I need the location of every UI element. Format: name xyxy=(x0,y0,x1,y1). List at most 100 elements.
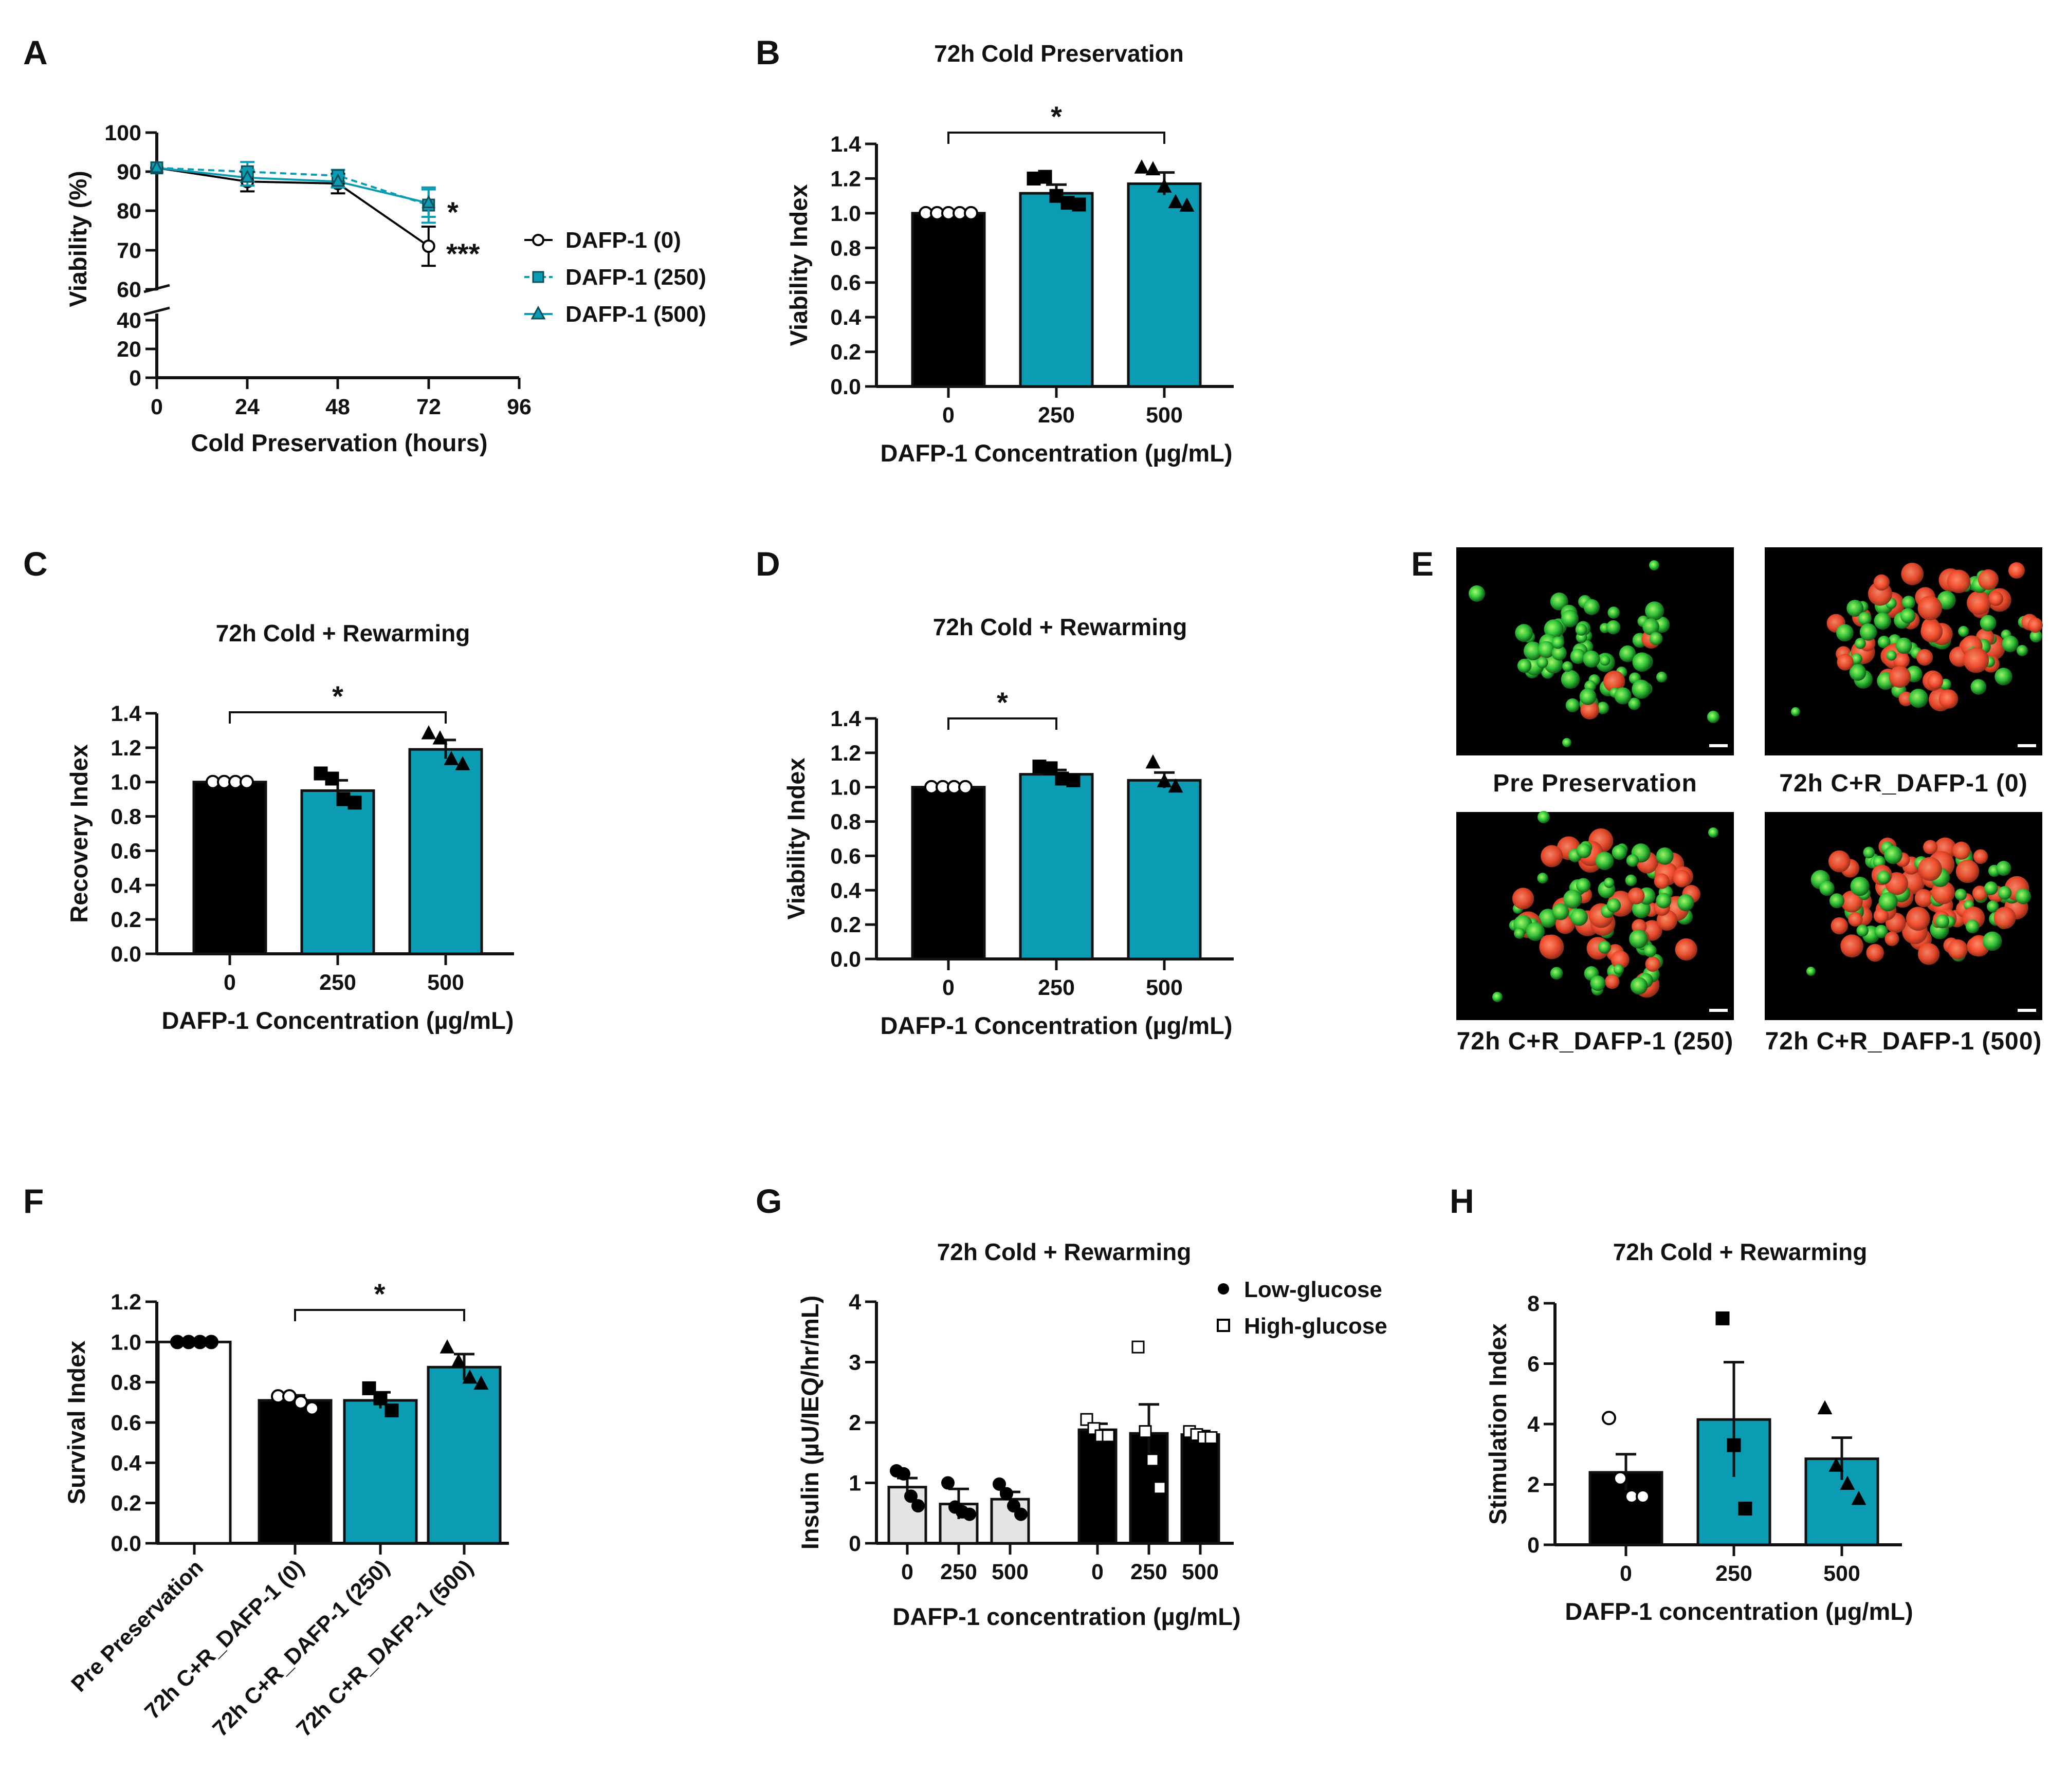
y-tick-label: 0.0 xyxy=(111,942,141,967)
y-tick-label: 0.4 xyxy=(830,878,861,903)
cell xyxy=(1884,931,1899,946)
cell xyxy=(1514,928,1525,939)
y-axis-label: Viability Index xyxy=(785,184,812,346)
cell xyxy=(1846,600,1864,617)
y-tick-label: 1.0 xyxy=(830,201,861,226)
significance-bracket xyxy=(229,711,447,724)
data-point xyxy=(385,1403,399,1417)
bar-1 xyxy=(1019,773,1094,960)
y-tick-label: 1.2 xyxy=(111,1290,141,1315)
cell xyxy=(2016,644,2028,656)
cell xyxy=(1917,943,1940,965)
data-point xyxy=(432,730,448,745)
x-axis-label: DAFP-1 Concentration (µg/mL) xyxy=(880,439,1232,467)
x-axis-label: DAFP-1 concentration (µg/mL) xyxy=(892,1603,1240,1630)
a-sig-star-3: *** xyxy=(446,237,480,270)
cell xyxy=(1873,908,1889,923)
chart-title: 72h Cold + Rewarming xyxy=(937,1239,1192,1265)
cell xyxy=(1538,641,1555,658)
a-ytick-70: 70 xyxy=(117,238,141,263)
cell xyxy=(1994,668,2012,686)
cell xyxy=(1625,874,1637,886)
data-point xyxy=(1066,773,1081,787)
x-tick-label: 500 xyxy=(1182,1560,1219,1584)
cell xyxy=(1878,892,1898,912)
cell xyxy=(1937,590,1956,610)
cell xyxy=(1989,592,2003,606)
data-point xyxy=(421,725,436,740)
data-point xyxy=(964,206,978,220)
data-point xyxy=(1055,771,1069,786)
cell xyxy=(1537,873,1548,884)
cell xyxy=(1612,844,1627,860)
cell xyxy=(1576,843,1591,858)
x-tick-label: 250 xyxy=(1130,1560,1167,1584)
cell xyxy=(1570,649,1586,664)
panel-a-y-ticks: 100 90 80 70 60 40 20 0 xyxy=(104,121,157,391)
data-point xyxy=(1851,1490,1866,1505)
cell xyxy=(1550,967,1563,980)
cell xyxy=(1645,956,1661,972)
cell xyxy=(1920,620,1943,643)
chart-title: 72h Cold Preservation xyxy=(934,40,1184,67)
cell xyxy=(1515,624,1533,642)
y-tick-label: 0.8 xyxy=(111,805,141,829)
a-y-label: Viability (%) xyxy=(64,171,91,307)
cell xyxy=(1931,880,1955,904)
y-tick-label: 0.4 xyxy=(830,305,861,330)
data-point xyxy=(1204,1431,1218,1444)
y-tick-label: 3 xyxy=(849,1351,861,1375)
data-point xyxy=(150,159,164,173)
data-point xyxy=(240,774,254,789)
y-tick-label: 8 xyxy=(1527,1291,1540,1316)
y-tick-label: 0.2 xyxy=(830,340,861,365)
y-tick-label: 0.2 xyxy=(830,913,861,937)
cell xyxy=(1884,845,1902,864)
cell xyxy=(1952,841,1971,860)
cell xyxy=(1708,827,1718,838)
data-point xyxy=(440,1339,455,1354)
cell xyxy=(1828,850,1851,873)
cell xyxy=(1954,889,1967,901)
bar-3 xyxy=(1077,1428,1118,1545)
panel-g-bar-chart: 0 1 2 3 4 0 250 500 0 250 500 72h Cold + Rewarming D… xyxy=(796,1239,1387,1630)
data-point xyxy=(911,1499,925,1513)
panel-a-legend: DAFP-1 (0) DAFP-1 (250) DAFP-1 (500) xyxy=(524,228,706,327)
cell xyxy=(1874,925,1888,938)
x-tick-label: 72h C+R_DAFP-1 (250) xyxy=(208,1555,394,1742)
panel-e-micrographs: Pre Preservation 72h C+R_DAFP-1 (0) 72h … xyxy=(1456,547,2043,1055)
cell xyxy=(1656,893,1672,909)
cell xyxy=(1606,620,1621,635)
cell xyxy=(1877,635,1891,649)
cell xyxy=(1914,889,1933,908)
x-tick-label: 250 xyxy=(319,970,356,995)
cell xyxy=(1877,871,1891,884)
cell xyxy=(1619,645,1636,662)
data-point xyxy=(1007,1499,1020,1513)
a-ytick-90: 90 xyxy=(117,160,141,184)
legend-dafp-250: DAFP-1 (250) xyxy=(565,265,706,290)
data-point xyxy=(1153,1481,1166,1494)
panel-letter-e: E xyxy=(1411,545,1434,583)
data-point xyxy=(1049,189,1064,203)
micrograph-caption-3: 72h C+R_DAFP-1 (250) xyxy=(1457,1028,1734,1055)
panel-letter-f: F xyxy=(23,1182,44,1220)
x-tick-label: 250 xyxy=(1038,975,1075,1000)
cell xyxy=(1850,876,1870,896)
y-axis-label: Viability Index xyxy=(782,758,810,919)
data-point xyxy=(1828,1457,1844,1472)
panel-letter-b: B xyxy=(756,33,780,71)
y-tick-label: 1.4 xyxy=(830,707,861,731)
cell xyxy=(1893,652,1910,669)
data-point xyxy=(1168,778,1183,793)
data-point xyxy=(240,169,254,183)
cell xyxy=(1642,618,1659,636)
cell xyxy=(1538,811,1550,823)
cell xyxy=(1576,878,1591,893)
cell xyxy=(1978,569,1999,590)
cell xyxy=(1598,940,1612,954)
data-point xyxy=(373,1391,388,1406)
cell xyxy=(1831,917,1848,935)
data-point xyxy=(422,195,436,208)
cell xyxy=(1837,654,1854,671)
